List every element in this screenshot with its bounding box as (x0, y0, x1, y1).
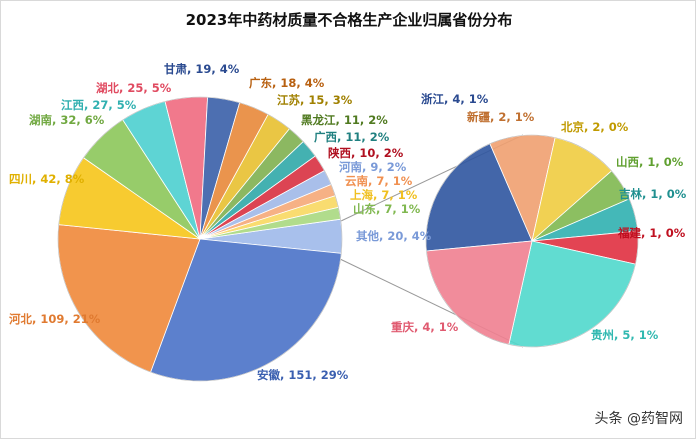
data-label: 浙江, 4, 1% (421, 92, 489, 106)
data-label: 甘肃, 19, 4% (164, 62, 240, 76)
data-label: 山东, 7, 1% (353, 202, 421, 216)
data-label: 新疆, 2, 1% (467, 110, 535, 124)
data-label: 山西, 1, 0% (616, 155, 684, 169)
data-label: 河南, 9, 2% (339, 160, 407, 174)
data-label: 吉林, 1, 0% (619, 187, 687, 201)
data-label: 江苏, 15, 3% (277, 93, 353, 107)
chart-title: 2023年中药材质量不合格生产企业归属省份分布 (185, 11, 513, 29)
data-label: 北京, 2, 0% (561, 120, 629, 134)
data-label: 湖南, 32, 6% (29, 113, 105, 127)
pie-outline (57, 96, 343, 382)
data-label: 广西, 11, 2% (314, 130, 390, 144)
data-label: 其他, 20, 4% (356, 229, 432, 243)
watermark: 头条 @药智网 (594, 411, 683, 427)
data-label: 湖北, 25, 5% (96, 81, 172, 95)
data-label: 安徽, 151, 29% (257, 368, 349, 382)
data-label: 四川, 42, 8% (9, 172, 85, 186)
data-label: 陕西, 10, 2% (328, 146, 404, 160)
data-label: 河北, 109, 21% (9, 312, 101, 326)
data-label: 江西, 27, 5% (61, 98, 137, 112)
data-label: 重庆, 4, 1% (391, 320, 459, 334)
data-label: 云南, 7, 1% (345, 174, 413, 188)
data-label: 福建, 1, 0% (618, 226, 686, 240)
data-label: 黑龙江, 11, 2% (301, 113, 388, 127)
data-label: 上海, 7, 1% (350, 188, 418, 202)
data-label: 广东, 18, 4% (249, 76, 325, 90)
pie-outline (425, 134, 639, 348)
data-label: 贵州, 5, 1% (591, 328, 659, 342)
